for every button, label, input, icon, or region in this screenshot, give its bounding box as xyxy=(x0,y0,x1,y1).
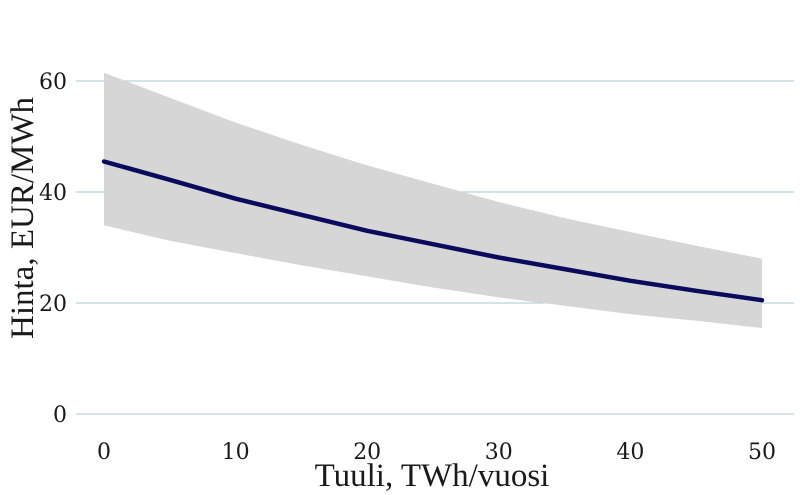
x-tick-label: 0 xyxy=(97,440,111,465)
y-tick-label: 40 xyxy=(39,181,67,206)
y-tick-label: 20 xyxy=(39,292,67,317)
x-tick-label: 30 xyxy=(485,440,513,465)
x-axis-title: Tuuli, TWh/vuosi xyxy=(315,458,550,494)
x-tick-label: 20 xyxy=(353,440,381,465)
series-line xyxy=(101,159,765,303)
confidence-band xyxy=(104,72,762,328)
y-tick-label: 0 xyxy=(53,403,67,428)
y-tick-label: 60 xyxy=(39,70,67,95)
y-tick-labels: 0 20 40 60 xyxy=(39,70,67,428)
x-tick-label: 40 xyxy=(616,440,644,465)
x-tick-label: 10 xyxy=(222,440,250,465)
x-tick-label: 50 xyxy=(748,440,776,465)
x-tick-labels: 0 10 20 30 40 50 xyxy=(97,440,776,465)
y-axis-title: Hinta, EUR/MWh xyxy=(5,97,41,339)
